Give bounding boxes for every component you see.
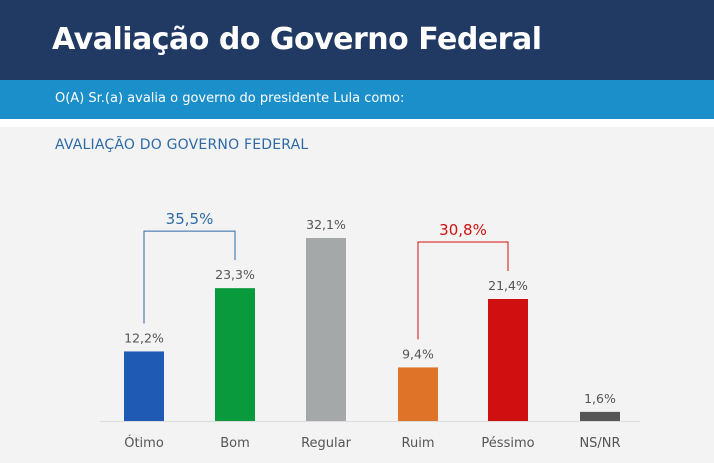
survey-question: O(A) Sr.(a) avalia o governo do presiden… bbox=[55, 91, 405, 106]
bar-chart: 12,2% Ótimo 23,3% Bom 32,1% Regular 9,4% Ruim 21… bbox=[100, 210, 640, 451]
data-label-3: 9,4% bbox=[402, 346, 434, 361]
chart-title: AVALIAÇÃO DO GOVERNO FEDERAL bbox=[55, 137, 309, 153]
group-bracket-1 bbox=[417, 241, 509, 340]
page-title: Avaliação do Governo Federal bbox=[52, 22, 542, 57]
category-label-0: Ótimo bbox=[124, 435, 164, 451]
data-label-5: 1,6% bbox=[584, 391, 616, 406]
bar-4 bbox=[488, 299, 528, 421]
category-label-2: Regular bbox=[301, 436, 352, 451]
category-label-4: Péssimo bbox=[481, 436, 534, 451]
group-bracket-0 bbox=[143, 230, 236, 324]
bar-1 bbox=[215, 288, 255, 421]
chart-panel: AVALIAÇÃO DO GOVERNO FEDERAL bbox=[0, 127, 714, 463]
category-label-3: Ruim bbox=[402, 436, 435, 451]
group-label-1: 30,8% bbox=[439, 221, 487, 239]
data-label-2: 32,1% bbox=[306, 217, 346, 232]
bar-5 bbox=[580, 411, 620, 421]
question-bar: O(A) Sr.(a) avalia o governo do presiden… bbox=[0, 80, 714, 119]
bar-3 bbox=[398, 367, 438, 421]
bar-0 bbox=[124, 351, 164, 421]
group-label-0: 35,5% bbox=[166, 210, 214, 228]
bar-2 bbox=[306, 238, 346, 421]
data-label-1: 23,3% bbox=[215, 267, 255, 282]
category-label-1: Bom bbox=[220, 436, 250, 451]
category-label-5: NS/NR bbox=[579, 436, 620, 451]
data-label-4: 21,4% bbox=[488, 278, 528, 293]
header-banner: Avaliação do Governo Federal bbox=[0, 0, 714, 80]
data-label-0: 12,2% bbox=[124, 330, 164, 345]
